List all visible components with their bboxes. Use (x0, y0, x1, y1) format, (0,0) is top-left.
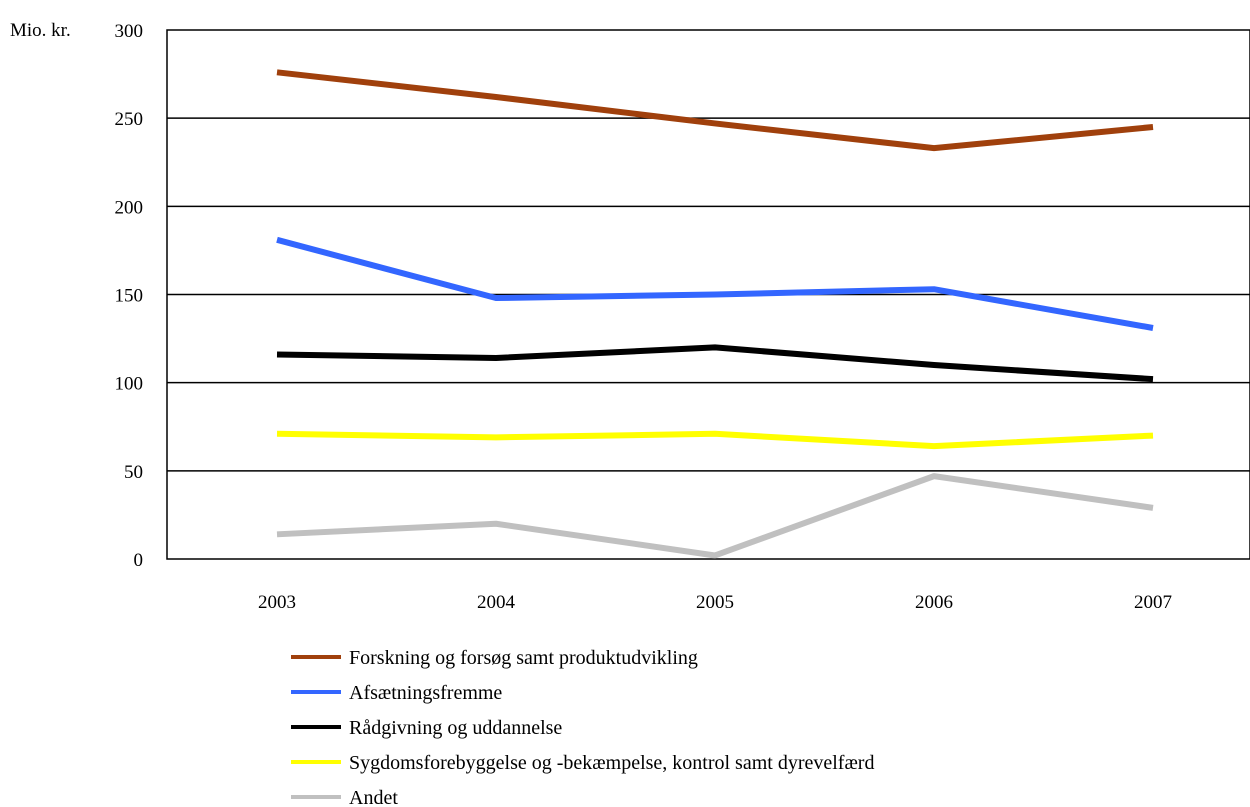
y-axis-unit-label: Mio. kr. (10, 20, 71, 41)
y-tick-label: 50 (124, 462, 143, 483)
x-tick-label: 2006 (915, 592, 953, 613)
x-tick-label: 2003 (258, 592, 296, 613)
x-axis-ticks: 2003 2004 2005 2006 2007 (258, 592, 1172, 613)
legend-label: Sygdomsforebyggelse og -bekæmpelse, kont… (349, 752, 874, 774)
y-tick-label: 150 (115, 286, 144, 307)
legend-label: Andet (349, 787, 398, 807)
x-tick-label: 2004 (477, 592, 516, 613)
y-tick-label: 200 (115, 197, 144, 218)
series-line (276, 69, 1154, 152)
series-line (276, 344, 1154, 383)
series-line (276, 473, 1154, 559)
series-lines (276, 69, 1154, 559)
x-tick-label: 2005 (696, 592, 734, 613)
y-axis-ticks: 0 50 100 150 200 250 300 (115, 21, 144, 571)
y-tick-label: 100 (115, 374, 144, 395)
legend-label: Forskning og forsøg samt produktudviklin… (349, 647, 698, 669)
x-tick-label: 2007 (1134, 592, 1172, 613)
y-tick-label: 250 (115, 109, 144, 130)
legend: Forskning og forsøg samt produktudviklin… (291, 647, 874, 807)
series-line (276, 430, 1154, 450)
legend-label: Afsætningsfremme (349, 682, 502, 704)
series-line (276, 236, 1154, 331)
y-tick-label: 0 (134, 550, 144, 571)
y-tick-label: 300 (115, 21, 144, 42)
plot-area-frame (166, 29, 1250, 560)
legend-label: Rådgivning og uddannelse (349, 717, 562, 739)
